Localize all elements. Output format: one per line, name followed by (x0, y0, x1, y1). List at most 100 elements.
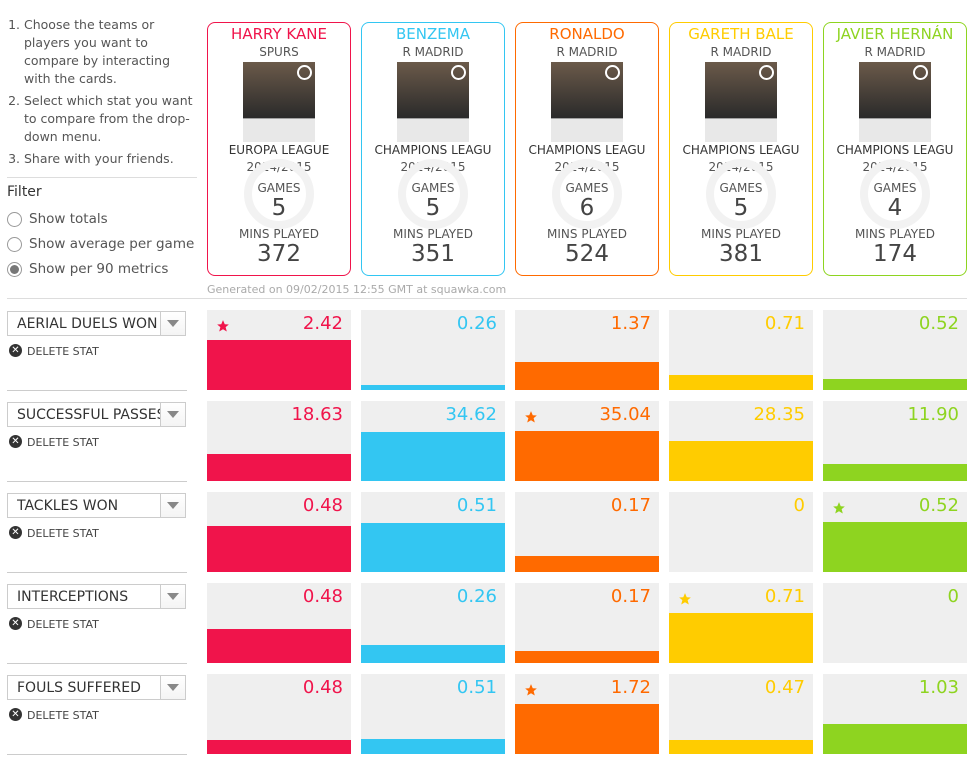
bar (207, 454, 351, 481)
games: 5 (271, 195, 287, 221)
delete-icon[interactable]: ✕ (9, 344, 22, 357)
stat-select[interactable]: INTERCEPTIONS (7, 584, 186, 609)
stat-select[interactable]: AERIAL DUELS WON (7, 311, 186, 336)
photo-icon (913, 65, 928, 80)
stat-box: 1.03 (823, 674, 967, 754)
competition: CHAMPIONS LEAGU (682, 143, 800, 157)
mins: 381 (719, 241, 763, 267)
delete-icon[interactable]: ✕ (9, 526, 22, 539)
stat-box: 0.17 (515, 492, 659, 572)
bar (515, 361, 659, 390)
stat-name: SUCCESSFUL PASSES (17, 407, 161, 423)
arrow (167, 411, 179, 418)
bar (669, 440, 813, 481)
games-label: GAMES (873, 181, 917, 195)
player-card[interactable]: RONALDO R MADRID CHAMPIONS LEAGU 2014/2015 G… (515, 22, 659, 276)
bar (515, 431, 659, 481)
competition: CHAMPIONS LEAGU (528, 143, 646, 157)
mins-label: MINS PLAYED (855, 227, 935, 241)
ring (398, 159, 468, 229)
arrow (167, 684, 179, 691)
player-name: BENZEMA (396, 25, 470, 43)
radio[interactable] (7, 262, 22, 277)
ring (706, 159, 776, 229)
radio[interactable] (7, 237, 22, 252)
stat-box: 0.26 (361, 583, 505, 663)
best-star (679, 593, 691, 605)
stat-box: 0.48 (207, 492, 351, 572)
stat-value: 0 (793, 495, 805, 516)
stat-box: 0.26 (361, 310, 505, 390)
delete-stat[interactable]: DELETE STAT (27, 345, 99, 358)
bar (515, 555, 659, 572)
stat-select[interactable]: TACKLES WON (7, 493, 186, 518)
bar (823, 464, 967, 481)
delete-icon[interactable]: ✕ (9, 708, 22, 721)
bar (361, 384, 505, 390)
games-label: GAMES (257, 181, 301, 195)
player-name: GARETH BALE (688, 25, 794, 43)
stat-box: 18.63 (207, 401, 351, 481)
stat-box: 35.04 (515, 401, 659, 481)
delete-icon[interactable]: ✕ (9, 435, 22, 448)
stat-value: 0.48 (302, 586, 343, 607)
stat-value: 1.03 (918, 677, 959, 698)
photo-icon (297, 65, 312, 80)
photo-icon (759, 65, 774, 80)
delete-stat[interactable]: DELETE STAT (27, 618, 99, 631)
stat-box: 1.37 (515, 310, 659, 390)
delete-icon[interactable]: ✕ (9, 617, 22, 630)
radio-dot (10, 265, 19, 274)
stat-select[interactable]: FOULS SUFFERED (7, 675, 186, 700)
player-name: JAVIER HERNÁN (836, 25, 954, 43)
mins: 351 (411, 241, 455, 267)
filter-option[interactable]: Show per 90 metrics (29, 261, 169, 277)
stat-value: 0.48 (302, 495, 343, 516)
best-star (217, 320, 229, 332)
arrow (167, 502, 179, 509)
filter-option[interactable]: Show totals (29, 211, 108, 227)
arrow (167, 593, 179, 600)
stat-box: 34.62 (361, 401, 505, 481)
delete-stat[interactable]: DELETE STAT (27, 527, 99, 540)
player-card[interactable]: JAVIER HERNÁN R MADRID CHAMPIONS LEAGU 2014… (823, 22, 967, 276)
stat-box: 28.35 (669, 401, 813, 481)
stat-box: 0 (823, 583, 967, 663)
bar (207, 525, 351, 572)
games: 4 (887, 195, 903, 221)
stat-select[interactable]: SUCCESSFUL PASSES (7, 402, 186, 427)
stat-value: 0.26 (456, 586, 497, 607)
stat-value: 0.51 (456, 677, 497, 698)
photo-icon (605, 65, 620, 80)
bar (515, 651, 659, 663)
games: 5 (425, 195, 441, 221)
ring (860, 159, 930, 229)
delete-stat[interactable]: DELETE STAT (27, 436, 99, 449)
player-photo (705, 62, 777, 142)
games-label: GAMES (719, 181, 763, 195)
stat-name: INTERCEPTIONS (17, 589, 129, 605)
filter-title: Filter (7, 184, 42, 200)
player-card[interactable]: GARETH BALE R MADRID CHAMPIONS LEAGU 2014/2… (669, 22, 813, 276)
stat-value: 11.90 (907, 404, 959, 425)
instruction: Select which stat you want to compare fr… (24, 92, 196, 146)
stat-box: 11.90 (823, 401, 967, 481)
radio[interactable] (7, 212, 22, 227)
player-card[interactable]: HARRY KANE SPURS EUROPA LEAGUE 2014/2015 GAM… (207, 22, 351, 276)
stat-box: 0.17 (515, 583, 659, 663)
bar (361, 739, 505, 754)
stat-box: 0.51 (361, 674, 505, 754)
player-card[interactable]: BENZEMA R MADRID CHAMPIONS LEAGU 2014/2015 G… (361, 22, 505, 276)
filter-option[interactable]: Show average per game (29, 236, 195, 252)
best-star (525, 684, 537, 696)
stat-box: 0.71 (669, 310, 813, 390)
mins: 372 (257, 241, 301, 267)
team: SPURS (259, 45, 299, 59)
instruction: Share with your friends. (24, 150, 196, 168)
delete-stat[interactable]: DELETE STAT (27, 709, 99, 722)
stat-box: 0.52 (823, 310, 967, 390)
stat-value: 1.37 (610, 313, 651, 334)
team: R MADRID (864, 45, 926, 59)
divider (7, 298, 967, 299)
